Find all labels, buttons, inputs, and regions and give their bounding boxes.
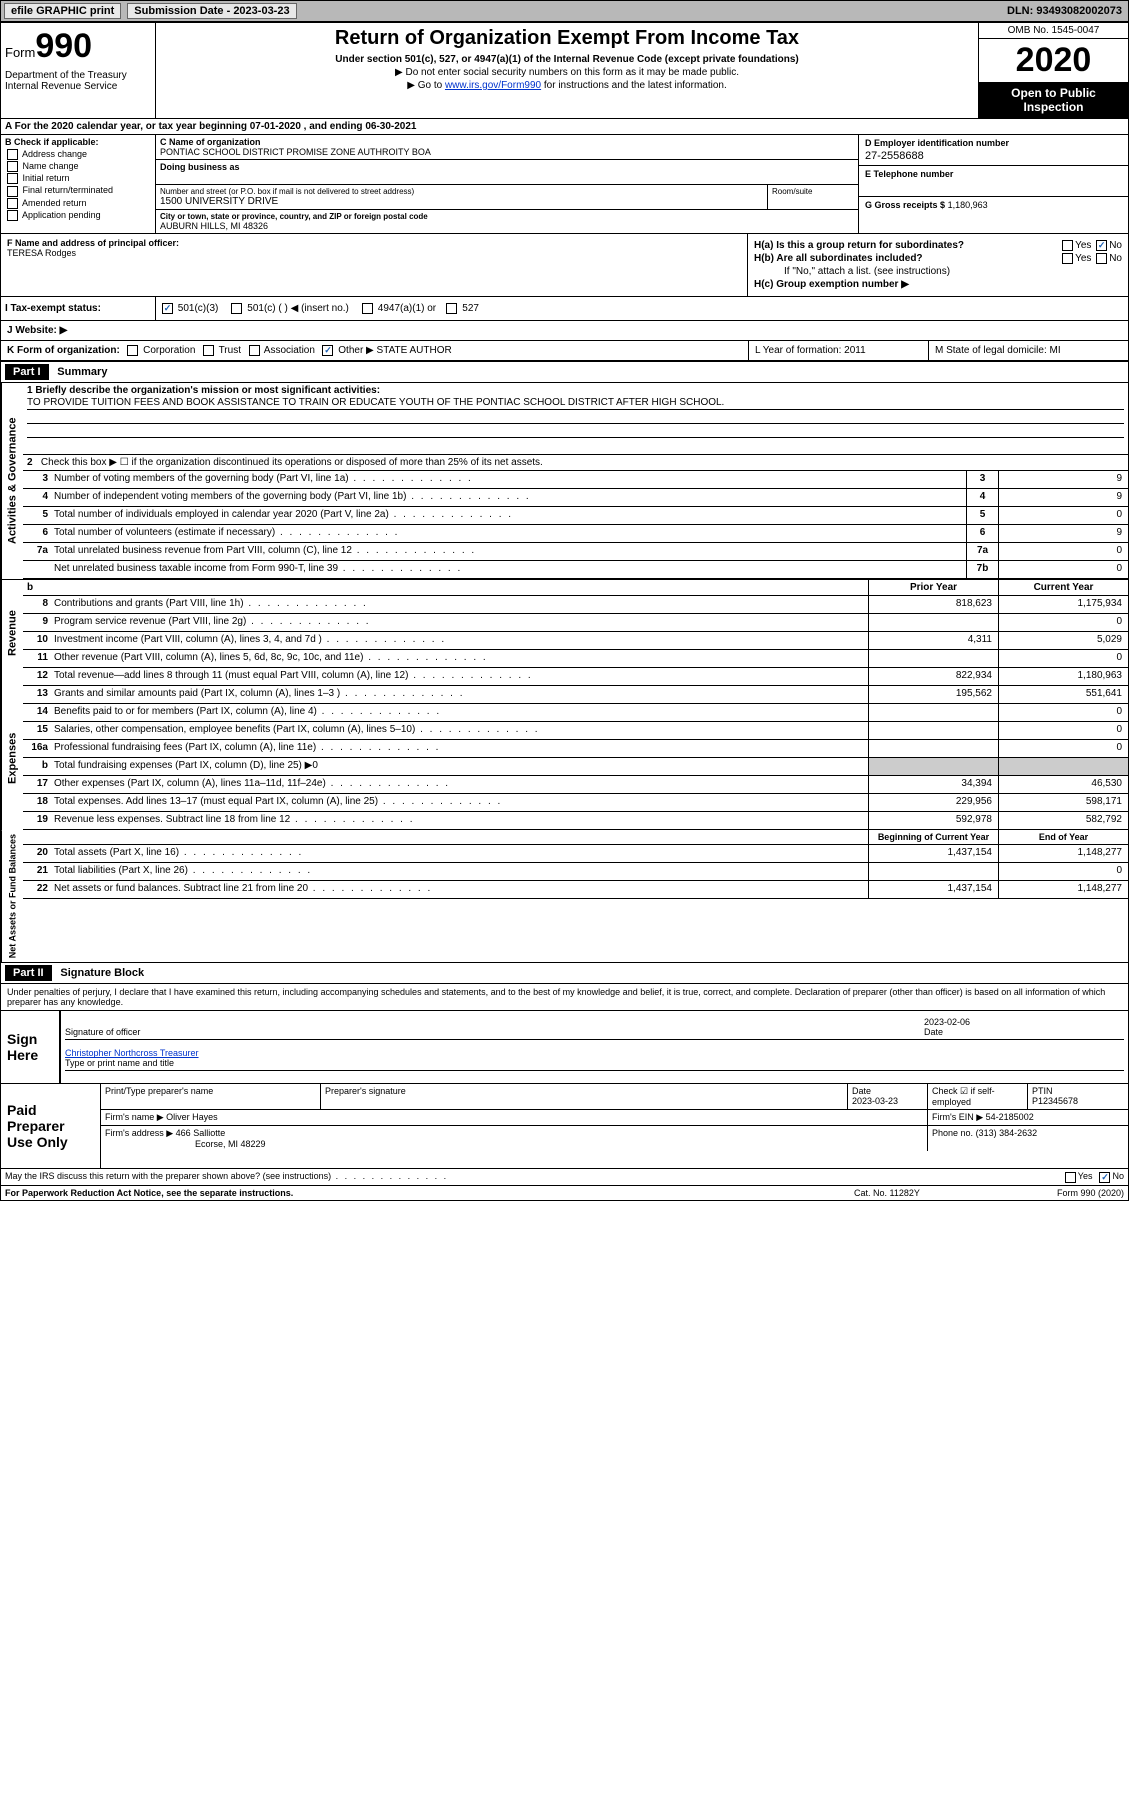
perjury-declaration: Under penalties of perjury, I declare th… [1, 984, 1128, 1011]
state-domicile: M State of legal domicile: MI [928, 341, 1128, 360]
exp-line: 14 Benefits paid to or for members (Part… [23, 704, 1128, 722]
gross-receipts: 1,180,963 [948, 200, 988, 210]
form-title: Return of Organization Exempt From Incom… [160, 27, 974, 50]
part1-header: Part I Summary [1, 362, 1128, 383]
omb-number: OMB No. 1545-0047 [979, 23, 1128, 39]
exp-line: 18 Total expenses. Add lines 13–17 (must… [23, 794, 1128, 812]
section-bcde: B Check if applicable: Address change Na… [1, 135, 1128, 234]
governance-section: Activities & Governance 1 Briefly descri… [1, 383, 1128, 579]
netassets-section: Net Assets or Fund Balances Beginning of… [1, 830, 1128, 962]
form-number: Form990 [5, 27, 151, 66]
tax-exempt-row: I Tax-exempt status: 501(c)(3) 501(c) ( … [1, 297, 1128, 321]
top-toolbar: efile GRAPHIC print Submission Date - 20… [0, 0, 1129, 22]
gov-line: 3 Number of voting members of the govern… [23, 471, 1128, 489]
exp-line: 15 Salaries, other compensation, employe… [23, 722, 1128, 740]
tax-year: 2020 [979, 39, 1128, 82]
open-inspection: Open to Public Inspection [979, 82, 1128, 118]
gov-line: 4 Number of independent voting members o… [23, 489, 1128, 507]
form-header: Form990 Department of the Treasury Inter… [1, 23, 1128, 119]
paid-preparer-section: Paid Preparer Use Only Print/Type prepar… [1, 1084, 1128, 1169]
form-subtitle: Under section 501(c), 527, or 4947(a)(1)… [160, 54, 974, 65]
efile-print-button[interactable]: efile GRAPHIC print [4, 3, 121, 19]
org-street: 1500 UNIVERSITY DRIVE [160, 196, 763, 207]
gov-line: Net unrelated business taxable income fr… [23, 561, 1128, 579]
instructions-link[interactable]: www.irs.gov/Form990 [445, 80, 541, 91]
exp-line: 17 Other expenses (Part IX, column (A), … [23, 776, 1128, 794]
col-b-checkboxes: B Check if applicable: Address change Na… [1, 135, 156, 233]
sign-here-section: Sign Here Signature of officer 2023-02-0… [1, 1011, 1128, 1084]
exp-line: 13 Grants and similar amounts paid (Part… [23, 686, 1128, 704]
section-fh: F Name and address of principal officer:… [1, 234, 1128, 297]
submission-date-button[interactable]: Submission Date - 2023-03-23 [127, 3, 296, 19]
part2-header: Part II Signature Block [1, 962, 1128, 984]
discuss-row: May the IRS discuss this return with the… [1, 1169, 1128, 1185]
dept-label: Department of the Treasury Internal Reve… [5, 70, 151, 92]
col-c-org-info: C Name of organization PONTIAC SCHOOL DI… [156, 135, 858, 233]
revenue-section: Revenue b Prior Year Current Year 8 Cont… [1, 579, 1128, 686]
rev-line: 11 Other revenue (Part VIII, column (A),… [23, 650, 1128, 668]
net-line: 20 Total assets (Part X, line 16) 1,437,… [23, 845, 1128, 863]
exp-line: 16a Professional fundraising fees (Part … [23, 740, 1128, 758]
officer-name-link[interactable]: Christopher Northcross Treasurer [65, 1048, 199, 1058]
exp-line: b Total fundraising expenses (Part IX, c… [23, 758, 1128, 776]
link-note: ▶ Go to www.irs.gov/Form990 for instruct… [160, 80, 974, 91]
ein-value: 27-2558688 [865, 150, 1122, 162]
rev-line: 9 Program service revenue (Part VIII, li… [23, 614, 1128, 632]
klm-row: K Form of organization: Corporation Trus… [1, 341, 1128, 362]
col-de: D Employer identification number 27-2558… [858, 135, 1128, 233]
org-name: PONTIAC SCHOOL DISTRICT PROMISE ZONE AUT… [160, 147, 854, 157]
gov-line: 5 Total number of individuals employed i… [23, 507, 1128, 525]
officer-name: TERESA Rodges [7, 248, 741, 258]
ssn-note: ▶ Do not enter social security numbers o… [160, 67, 974, 78]
rev-line: 10 Investment income (Part VIII, column … [23, 632, 1128, 650]
gov-line: 6 Total number of volunteers (estimate i… [23, 525, 1128, 543]
org-city: AUBURN HILLS, MI 48326 [160, 221, 854, 231]
mission-text: TO PROVIDE TUITION FEES AND BOOK ASSISTA… [27, 396, 1124, 410]
gov-line: 7a Total unrelated business revenue from… [23, 543, 1128, 561]
rev-line: 8 Contributions and grants (Part VIII, l… [23, 596, 1128, 614]
net-line: 22 Net assets or fund balances. Subtract… [23, 881, 1128, 899]
year-formation: L Year of formation: 2011 [748, 341, 928, 360]
website-row: J Website: ▶ [1, 321, 1128, 341]
rev-line: 12 Total revenue—add lines 8 through 11 … [23, 668, 1128, 686]
net-line: 21 Total liabilities (Part X, line 26) 0 [23, 863, 1128, 881]
footer-row: For Paperwork Reduction Act Notice, see … [1, 1186, 1128, 1200]
dln-label: DLN: 93493082002073 [1001, 3, 1128, 19]
row-a-taxyear: A For the 2020 calendar year, or tax yea… [1, 119, 1128, 135]
exp-line: 19 Revenue less expenses. Subtract line … [23, 812, 1128, 830]
form-container: Form990 Department of the Treasury Inter… [0, 22, 1129, 1201]
expenses-section: Expenses 13 Grants and similar amounts p… [1, 686, 1128, 830]
